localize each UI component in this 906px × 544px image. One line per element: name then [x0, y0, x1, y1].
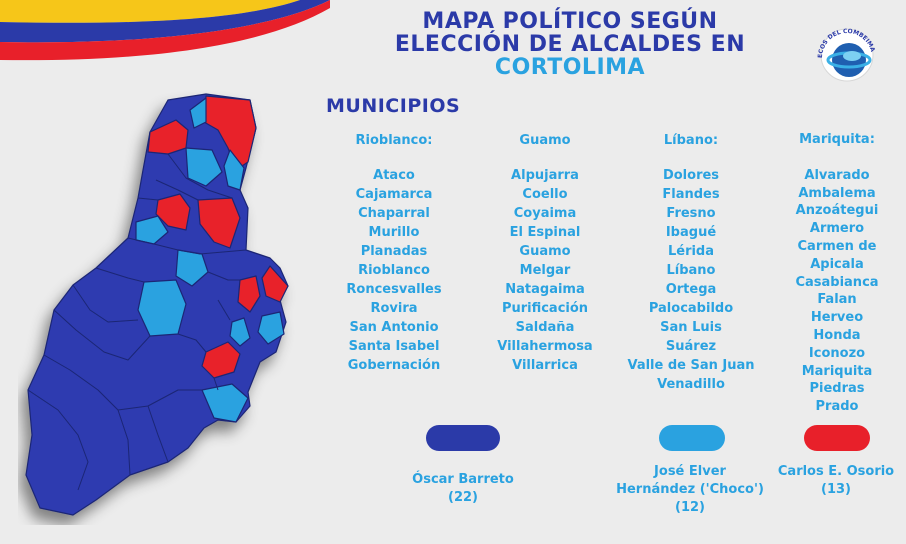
list-item: Gobernación: [347, 358, 441, 373]
title-line-2: ELECCIÓN DE ALCALDES EN: [394, 32, 746, 57]
list-item: Honda: [813, 327, 861, 343]
colombia-flag-swoosh: [0, 0, 330, 61]
list-item: Valle de San Juan: [627, 358, 755, 373]
list-item: Piedras: [809, 381, 865, 397]
list-item: San Antonio: [349, 320, 439, 335]
map-region-lightblue: [185, 147, 223, 187]
column-header: Rioblanco:: [355, 133, 433, 148]
list-item: Saldaña: [515, 320, 575, 335]
map-region-lightblue: [257, 311, 285, 345]
list-item: Natagaima: [505, 282, 585, 297]
list-item: Rioblanco: [358, 263, 430, 278]
legend-count: (22): [448, 490, 478, 505]
list-item: Anzoátegui: [795, 203, 879, 219]
legend-name: Óscar Barreto: [412, 472, 514, 487]
list-item: Alvarado: [804, 167, 870, 183]
list-item: Suárez: [665, 339, 717, 354]
municipios-heading: MUNICIPIOS: [326, 95, 461, 117]
list-item: Guamo: [519, 244, 571, 259]
legend-count: (13): [821, 482, 851, 497]
legend-swatch-light-blue: [659, 425, 725, 451]
map-region-red: [237, 275, 261, 313]
list-item: Prado: [815, 399, 859, 415]
title-line-1: MAPA POLÍTICO SEGÚN: [422, 9, 718, 34]
legend-swatch-dark-blue: [426, 425, 500, 451]
list-item: Coyaima: [513, 206, 577, 221]
column-mariquita: Mariquita: Alvarado Ambalema Anzoátegui …: [770, 131, 904, 416]
map-region-red: [201, 341, 241, 379]
list-item: Herveo: [810, 310, 864, 326]
list-item: Fresno: [666, 206, 716, 221]
tolima-political-map: [25, 93, 289, 516]
list-item: Ortega: [665, 282, 717, 297]
list-item: Iconozo: [808, 345, 866, 361]
map-region-lightblue: [223, 149, 245, 191]
legend-swatch-red: [804, 425, 870, 451]
list-item: Carmen de Apicala: [797, 238, 877, 272]
column-guamo: Guamo Alpujarra Coello Coyaima El Espina…: [488, 131, 602, 375]
list-item: Flandes: [662, 187, 720, 202]
list-item: Chaparral: [358, 206, 430, 221]
legend-name: Hernández ('Choco'): [616, 482, 764, 497]
list-item: Mariquita: [801, 363, 873, 379]
map-region-lightblue: [229, 317, 251, 347]
legend-count: (12): [675, 500, 705, 515]
list-item: Roncesvalles: [346, 282, 442, 297]
list-item: Purificación: [501, 301, 589, 316]
list-item: Palocabildo: [648, 301, 734, 316]
legend-label-jose-elver: José Elver Hernández ('Choco') (12): [609, 463, 771, 517]
list-item: Villahermosa: [497, 339, 593, 354]
list-item: Armero: [809, 221, 865, 237]
map-region-lightblue: [189, 97, 207, 129]
list-item: Ambalema: [798, 185, 876, 201]
column-header: Guamo: [519, 133, 571, 148]
list-item: Santa Isabel: [348, 339, 440, 354]
list-item: Ibagué: [665, 225, 717, 240]
list-item: Ataco: [373, 168, 415, 183]
list-item: Venadillo: [657, 377, 725, 392]
legend-label-oscar-barreto: Óscar Barreto (22): [393, 471, 533, 507]
list-item: Lérida: [667, 244, 715, 259]
column-libano: Líbano: Dolores Flandes Fresno Ibagué Lé…: [624, 131, 758, 394]
list-item: Rovira: [370, 301, 418, 316]
column-header: Líbano:: [663, 133, 719, 148]
map-region-lightblue: [201, 383, 249, 423]
list-item: El Espinal: [509, 225, 581, 240]
page-title: MAPA POLÍTICO SEGÚN ELECCIÓN DE ALCALDES…: [330, 10, 810, 79]
column-header: Mariquita:: [799, 132, 875, 147]
list-item: Melgar: [519, 263, 571, 278]
list-item: Alpujarra: [511, 168, 579, 183]
title-line-3: CORTOLIMA: [494, 55, 646, 80]
list-item: Planadas: [360, 244, 428, 259]
legend-name: Carlos E. Osorio: [777, 464, 895, 479]
legend-label-carlos-osorio: Carlos E. Osorio (13): [772, 463, 900, 499]
list-item: Falan: [817, 292, 857, 308]
list-item: Coello: [522, 187, 568, 202]
list-item: Líbano: [666, 263, 716, 278]
list-item: Dolores: [662, 168, 720, 183]
column-rioblanco: Rioblanco: Ataco Cajamarca Chaparral Mur…: [338, 131, 450, 375]
legend-name: José Elver: [654, 464, 726, 479]
list-item: Casabianca: [795, 274, 879, 290]
map-region-red: [155, 193, 191, 231]
ecos-del-combeima-logo: ECOS DEL COMBEIMA: [817, 28, 876, 82]
list-item: San Luis: [660, 320, 722, 335]
map-region-lightblue: [135, 215, 169, 245]
map-region-red: [261, 265, 289, 303]
list-item: Villarrica: [512, 358, 578, 373]
list-item: Cajamarca: [355, 187, 433, 202]
list-item: Murillo: [368, 225, 420, 240]
